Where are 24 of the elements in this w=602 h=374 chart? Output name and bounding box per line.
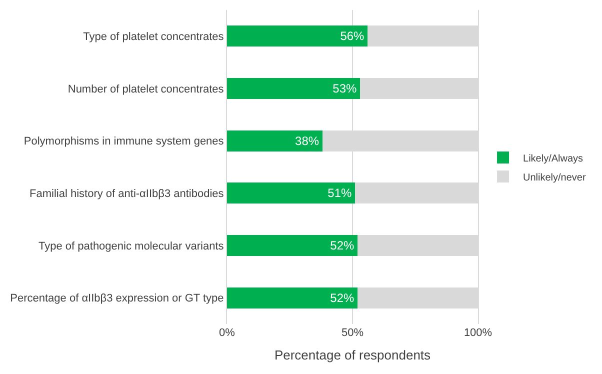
y-tick-label: Polymorphisms in immune system genes bbox=[24, 136, 224, 148]
bar bbox=[227, 130, 322, 152]
x-tick-label: 50% bbox=[341, 327, 364, 339]
bar bbox=[227, 235, 358, 256]
legend-label: Unlikely/never bbox=[523, 172, 586, 184]
y-tick-label: Type of pathogenic molecular variants bbox=[38, 240, 224, 252]
bar bbox=[227, 287, 358, 308]
data-label: 52% bbox=[330, 238, 355, 252]
y-tick-label: Percentage of αIIbβ3 expression or GT type bbox=[10, 292, 224, 305]
x-axis-title: Percentage of respondents bbox=[274, 348, 432, 363]
data-label: 56% bbox=[340, 29, 365, 44]
data-label: 52% bbox=[330, 290, 355, 305]
y-tick-label: Number of platelet concentrates bbox=[68, 83, 224, 96]
legend-label: Likely/Always bbox=[523, 153, 584, 164]
x-tick-label: 0% bbox=[219, 327, 236, 339]
data-label: 53% bbox=[332, 82, 358, 96]
data-label: 51% bbox=[328, 186, 352, 200]
bar bbox=[227, 26, 368, 47]
x-tick-label: 100% bbox=[464, 327, 492, 339]
y-tick-label: Familial history of anti-αIIbβ3 antibodies bbox=[30, 188, 224, 200]
bar bbox=[227, 182, 356, 204]
bar bbox=[227, 78, 360, 99]
data-label: 38% bbox=[295, 134, 320, 148]
y-tick-label: Type of platelet concentrates bbox=[83, 31, 224, 44]
